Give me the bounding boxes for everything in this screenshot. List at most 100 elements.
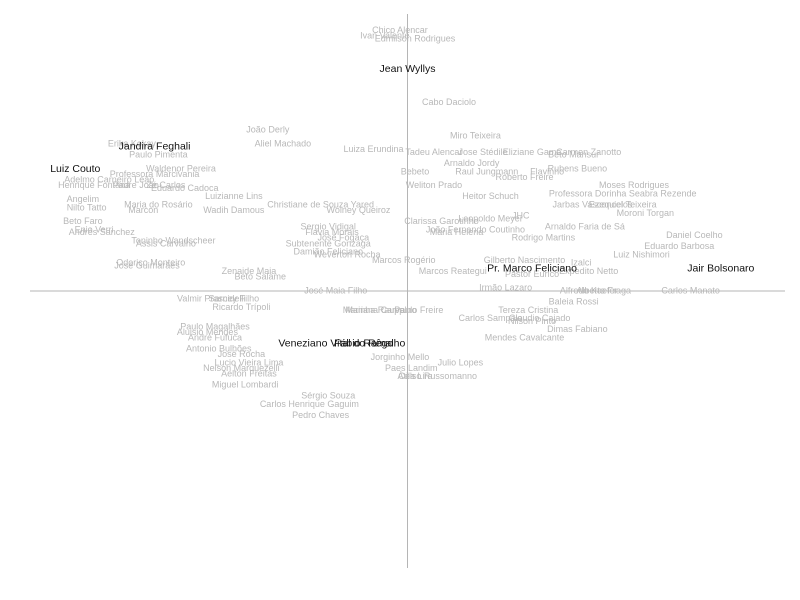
point-label-33: Wolney Queiroz bbox=[326, 205, 390, 215]
point-label-77: José Maia Filho bbox=[304, 285, 367, 295]
point-label-85: José Rocha bbox=[218, 349, 266, 359]
point-label-88: Aelton Freitas bbox=[221, 368, 277, 378]
point-label-6: Miro Teixeira bbox=[450, 130, 501, 140]
point-label-61: Irmão Lazaro bbox=[479, 283, 532, 293]
point-label-39: Weverton Rocha bbox=[314, 249, 381, 259]
point-label-90: Carlos Henrique Gaguim bbox=[260, 399, 359, 409]
point-label-98: Paes Landim bbox=[385, 363, 438, 373]
point-label-15: Beto Mansur bbox=[548, 150, 599, 160]
point-label-52: Daniel Coelho bbox=[666, 230, 723, 240]
point-label-69: Maria do Rosário bbox=[124, 200, 193, 210]
point-label-1: Ivan Valente bbox=[360, 31, 409, 41]
point-label-40: Leopoldo Meyer bbox=[458, 213, 523, 223]
point-label-94: Marinha Raupp bbox=[343, 305, 405, 315]
point-label-8: Tadeu Alencar bbox=[405, 147, 462, 157]
point-label-107: Baleia Rossi bbox=[549, 296, 599, 306]
point-label-65: Zenaide Maia bbox=[222, 266, 277, 276]
point-label-60: Pastor Eurico bbox=[505, 269, 559, 279]
point-label-42: João Fernando Coutinho bbox=[426, 224, 525, 234]
point-label-9: Jose Stédile bbox=[458, 147, 507, 157]
point-label-79: Sarney Filho bbox=[209, 294, 260, 304]
point-label-54: Luiz Nishimori bbox=[613, 249, 670, 259]
point-label-102: Dimas Fabiano bbox=[547, 324, 608, 334]
point-label-103: Mendes Cavalcante bbox=[485, 332, 565, 342]
point-label-14: Roberto Freire bbox=[496, 172, 554, 182]
point-label-20: Heitor Schuch bbox=[462, 191, 519, 201]
point-label-10: Eliziane Gama bbox=[503, 147, 562, 157]
point-label-28: Professora Marcivania bbox=[110, 169, 200, 179]
point-label-4: João Derly bbox=[246, 125, 290, 135]
point-label-89: Miguel Lombardi bbox=[212, 380, 279, 390]
point-label-84: Antonio Bulhões bbox=[186, 344, 252, 354]
point-label-47: Professora Dorinha Seabra Rezende bbox=[549, 188, 697, 198]
point-label-104: Nilson Pinto bbox=[508, 316, 556, 326]
point-label-11: Carmen Zanotto bbox=[556, 147, 621, 157]
point-label-76: Assis Carvalho bbox=[136, 238, 196, 248]
point-label-57: Izalci bbox=[571, 258, 592, 268]
point-label-64: Beto Salame bbox=[235, 272, 287, 282]
point-label-30: Luizianne Lins bbox=[205, 191, 263, 201]
point-label-66: José Guimarães bbox=[114, 260, 180, 270]
point-label-63: Carlos Manato bbox=[661, 285, 720, 295]
point-label-96: Jorginho Mello bbox=[371, 352, 430, 362]
point-label-32: Wadih Damous bbox=[203, 205, 265, 215]
point-label-75: Enio Verri bbox=[75, 224, 114, 234]
point-label-71: Beto Faro bbox=[63, 216, 103, 226]
point-label-70: Marcon bbox=[128, 205, 158, 215]
highlight-label-3: Pr. Marco Feliciano bbox=[487, 263, 577, 275]
point-label-67: Odorico Monteiro bbox=[116, 258, 185, 268]
point-label-3: Cabo Daciolo bbox=[422, 97, 476, 107]
point-label-38: Damião Feliciano bbox=[293, 247, 363, 257]
plot-axes bbox=[30, 14, 785, 568]
point-label-91: Pedro Chaves bbox=[292, 410, 350, 420]
point-label-51: Ezequiel Teixeira bbox=[589, 200, 657, 210]
point-label-24: Adelmo Carneiro Leão bbox=[64, 175, 154, 185]
point-label-21: Waldenor Pereira bbox=[146, 163, 216, 173]
point-label-36: José Fogaça bbox=[318, 233, 370, 243]
point-label-12: Arnaldo Jordy bbox=[444, 158, 500, 168]
point-label-31: Christiane de Souza Yared bbox=[267, 200, 374, 210]
point-label-74: Andrés Sanchez bbox=[69, 227, 136, 237]
point-label-17: Flavinho bbox=[530, 166, 564, 176]
point-label-44: Arnaldo Faria de Sá bbox=[545, 222, 625, 232]
point-label-83: Andre Fufuca bbox=[188, 332, 242, 342]
point-label-48: Moses Rodrigues bbox=[599, 180, 670, 190]
point-label-72: Nilto Tatto bbox=[67, 202, 107, 212]
point-label-97: Julio Lopes bbox=[438, 357, 484, 367]
point-label-55: Marcos Rogério bbox=[372, 255, 436, 265]
highlight-label-5: Veneziano Vital do Rêgo bbox=[278, 337, 393, 349]
point-label-35: Flávia Morais bbox=[305, 227, 359, 237]
highlight-label-2: Luiz Couto bbox=[50, 163, 100, 175]
point-label-78: Valmir Prascidelli bbox=[177, 294, 245, 304]
point-label-92: Sérgio Souza bbox=[301, 391, 355, 401]
point-label-87: Nelson Marquezelli bbox=[203, 363, 280, 373]
point-label-95: Paulo Freire bbox=[394, 305, 443, 315]
point-label-59: Gilberto Nascimento bbox=[484, 255, 566, 265]
point-label-22: Erika Kokay bbox=[108, 139, 157, 149]
point-label-7: Luiza Erundina bbox=[344, 144, 404, 154]
point-label-5: Aliel Machado bbox=[255, 139, 312, 149]
highlight-label-1: Jandira Feghali bbox=[119, 141, 191, 153]
point-label-73: Angelim bbox=[67, 194, 100, 204]
point-label-56: Expedito Netto bbox=[559, 266, 618, 276]
point-label-26: Padre João bbox=[113, 180, 159, 190]
point-label-100: Átila Lira bbox=[398, 371, 433, 381]
point-label-53: Eduardo Barbosa bbox=[644, 241, 714, 251]
highlight-label-4: Jair Bolsonaro bbox=[687, 263, 754, 275]
point-label-37: Subtenente Gonzaga bbox=[286, 238, 371, 248]
point-label-43: JHC bbox=[512, 211, 530, 221]
point-label-82: Aluisio Mendes bbox=[177, 327, 239, 337]
highlight-label-6: Fábio Ramalho bbox=[334, 337, 405, 349]
point-label-18: Bebeto bbox=[401, 166, 430, 176]
point-label-27: Zé Carlos bbox=[146, 180, 186, 190]
point-label-62: Alfredo Kaefer bbox=[560, 285, 618, 295]
point-label-81: Paulo Magalhães bbox=[180, 321, 250, 331]
point-label-106: Claudio Cajado bbox=[509, 313, 571, 323]
point-label-23: Paulo Pimenta bbox=[129, 150, 188, 160]
point-label-50: Moroni Torgan bbox=[617, 208, 674, 218]
point-label-99: Celso Russomanno bbox=[398, 371, 477, 381]
point-label-58: Marcos Reategui bbox=[419, 266, 487, 276]
point-label-105: Tereza Cristina bbox=[498, 305, 558, 315]
